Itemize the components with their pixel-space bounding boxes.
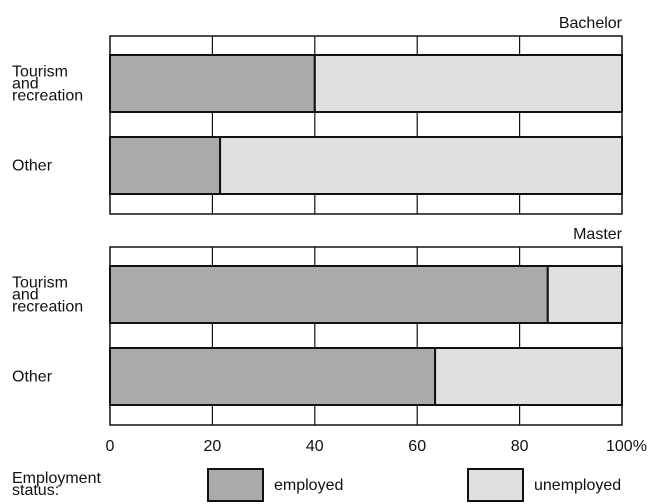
category-label-line: Tourism [12,275,68,292]
category-label: Other [12,369,53,386]
x-tick-label: 20 [204,438,222,455]
category-label-line: Other [12,158,53,175]
bar-employed [109,347,437,406]
panel-frame [109,35,623,215]
x-tick-label: 0 [106,438,115,455]
legend-swatch-unemployed [467,468,524,502]
x-tick-label: 40 [306,438,324,455]
bar-employed [109,136,222,195]
legend-label-unemployed: unemployed [534,477,621,494]
legend-title-line: status: [12,482,59,499]
legend-swatch-employed [207,468,264,502]
panel-frame [109,246,623,426]
panel-title: Master [573,226,623,243]
category-label: Tourism and recreation [12,64,83,105]
legend-title-line: Employment [12,470,101,487]
category-label: Tourism and recreation [12,275,83,316]
bar-employed [109,54,316,113]
bar-unemployed [313,54,623,113]
x-tick-label: 60 [408,438,426,455]
legend-title: Employment status: [12,470,101,499]
x-tick-label: 80 [511,438,529,455]
panel-title: Bachelor [559,15,623,32]
bar-unemployed [434,347,623,406]
category-label-line: and [12,76,39,93]
legend: Employment status: employed unemployed [12,468,621,502]
category-label-line: Other [12,369,53,386]
bar-unemployed [219,136,624,195]
category-label: Other [12,158,53,175]
category-label-line: Tourism [12,64,68,81]
legend-label-employed: employed [274,477,343,494]
category-label-line: recreation [12,299,83,316]
panel-bachelor: Bachelor Tourism and recreation Other [12,15,624,215]
category-label-line: recreation [12,88,83,105]
bar-employed [109,265,549,324]
panel-master: Master Tourism and recreation Other [12,226,624,426]
category-label-line: and [12,287,39,304]
x-tick-label: 100% [606,438,647,455]
bar-unemployed [546,265,624,324]
